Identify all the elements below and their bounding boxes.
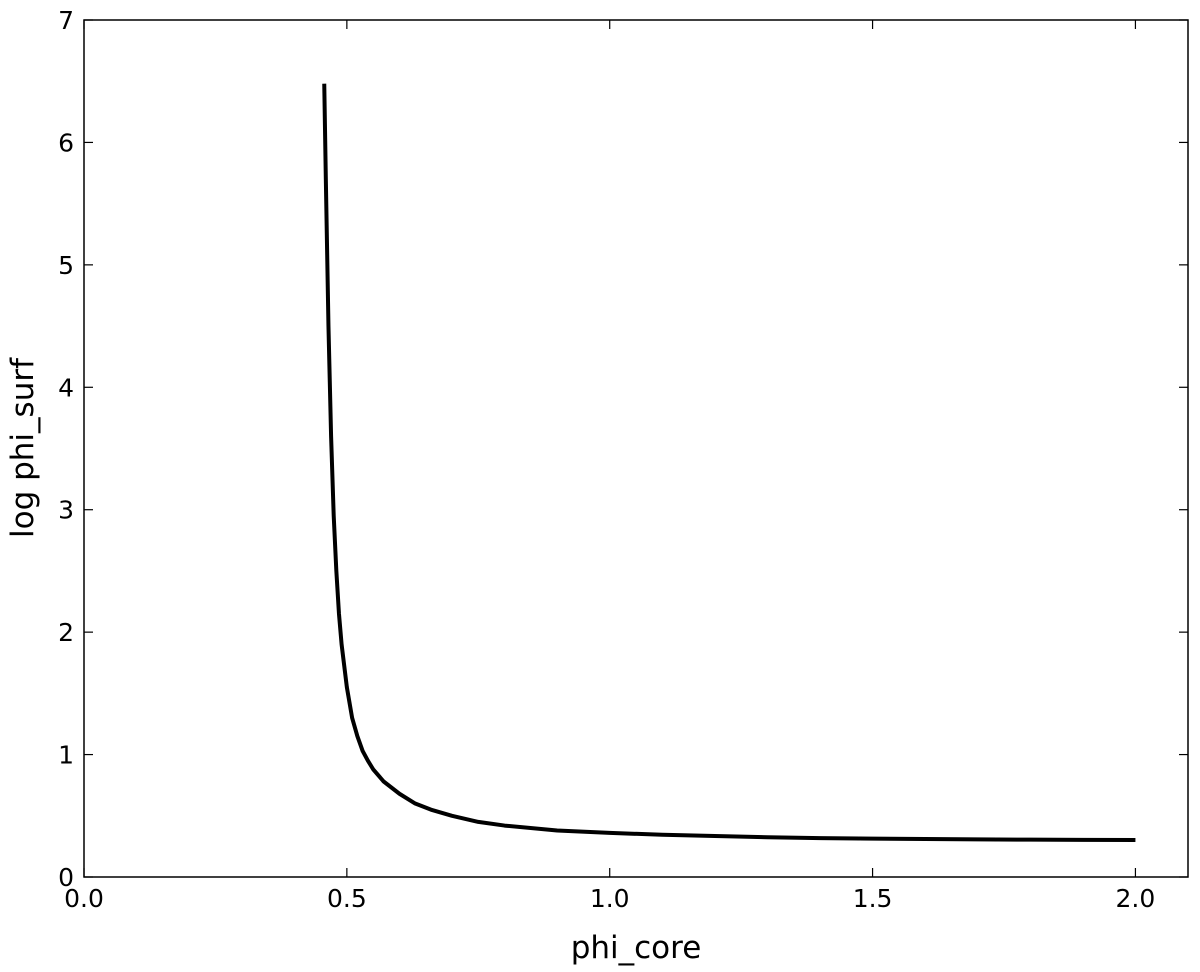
- x-tick-label: 0.0: [64, 884, 104, 913]
- y-tick-label: 2: [58, 618, 74, 647]
- plot-background: [84, 20, 1188, 877]
- y-tick-label: 0: [58, 863, 74, 892]
- y-tick-label: 6: [58, 128, 74, 157]
- y-tick-label: 4: [58, 373, 74, 402]
- x-tick-label: 0.5: [327, 884, 367, 913]
- x-axis-label: phi_core: [571, 930, 702, 966]
- x-tick-label: 2.0: [1116, 884, 1156, 913]
- y-tick-label: 1: [58, 741, 74, 770]
- y-axis-ticks: 0 1 2 3 4 5 6 7: [58, 6, 1188, 892]
- y-tick-label: 3: [58, 496, 74, 525]
- x-axis-ticks: 0.0 0.5 1.0 1.5 2.0: [64, 20, 1155, 913]
- x-tick-label: 1.5: [853, 884, 893, 913]
- series-layer: [322, 83, 1136, 843]
- x-tick-label: 1.0: [590, 884, 630, 913]
- plot-frame: [83, 19, 1189, 878]
- series-line-0: [322, 83, 1136, 843]
- y-axis-label: log phi_surf: [5, 357, 41, 538]
- y-tick-label: 5: [58, 251, 74, 280]
- y-tick-label: 7: [58, 6, 74, 35]
